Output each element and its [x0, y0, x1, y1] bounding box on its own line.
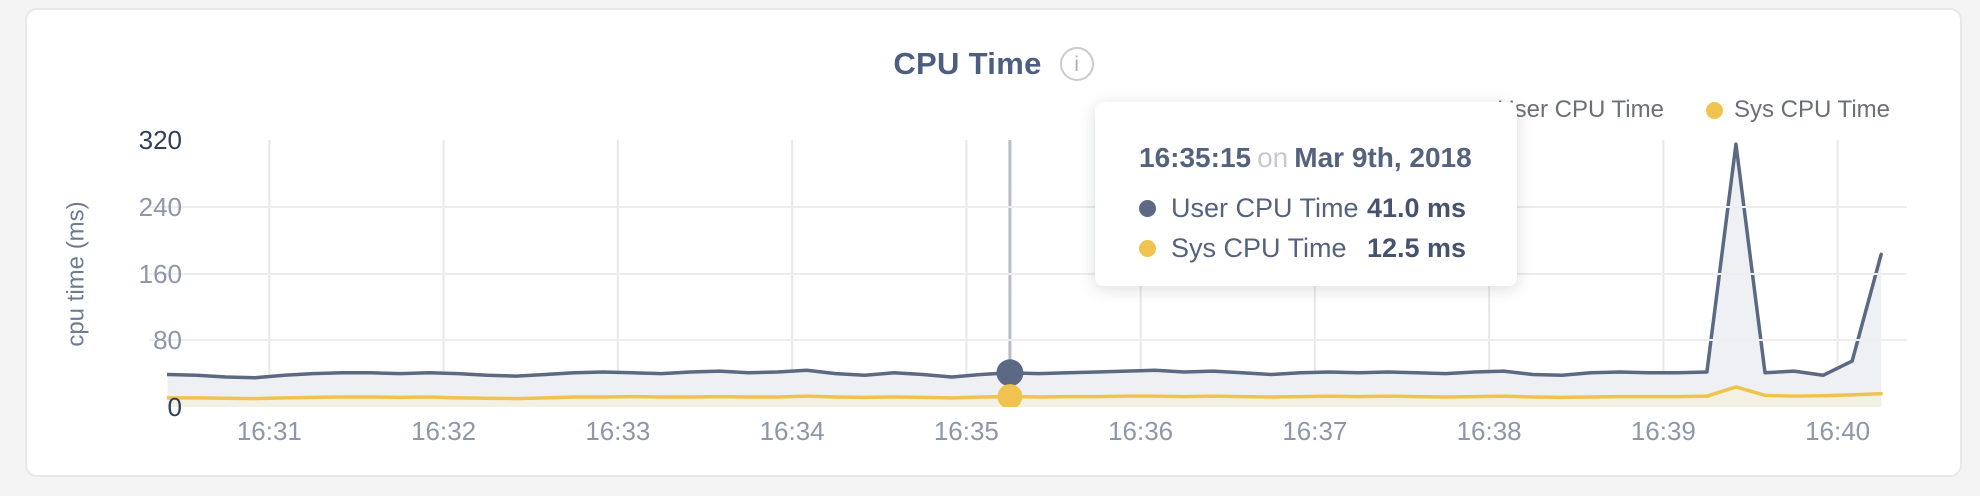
tooltip-series-label: User CPU Time [1171, 192, 1359, 223]
legend-label: Sys CPU Time [1733, 96, 1890, 123]
x-tick-label: 16:33 [585, 416, 651, 446]
legend-item-sys-cpu-time[interactable]: Sys CPU Time [1705, 96, 1890, 124]
x-tick-label: 16:40 [1805, 416, 1871, 446]
user-cpu-dot-icon [1139, 199, 1156, 217]
cpu-time-chart-canvas[interactable] [167, 140, 1907, 407]
horizontal-gridline [149, 339, 1907, 342]
y-tick-label: 80 [153, 325, 182, 356]
horizontal-gridline [149, 205, 1907, 208]
user-cpu-hover-point[interactable] [996, 359, 1024, 387]
y-tick-label: 320 [138, 125, 182, 155]
series-line [167, 385, 1883, 401]
x-tick-label: 16:39 [1630, 416, 1696, 446]
legend-label: User CPU Time [1497, 96, 1664, 123]
y-tick-label: 160 [138, 258, 182, 289]
tooltip-series-value: 12.5 ms [1367, 232, 1467, 263]
x-tick-label: 16:34 [759, 416, 825, 446]
x-tick-label: 16:35 [933, 416, 999, 446]
sys-cpu-legend-dot-icon [1705, 101, 1723, 119]
tooltip-row-sys-cpu: Sys CPU Time 12.5 ms [1139, 228, 1517, 268]
x-tick-label: 16:37 [1282, 416, 1348, 446]
tooltip-row-user-cpu: User CPU Time 41.0 ms [1139, 188, 1517, 228]
chart-legend: User CPU Time Sys CPU Time [1469, 96, 1890, 124]
x-tick-label: 16:38 [1456, 416, 1522, 446]
tooltip-series-label: Sys CPU Time [1171, 232, 1347, 263]
chart-header: CPU Time i [27, 46, 1960, 82]
chart-title: CPU Time [893, 46, 1042, 81]
hover-tooltip: 16:35:15 on Mar 9th, 2018 User CPU Time 41… [1095, 102, 1517, 286]
tooltip-series-value: 41.0 ms [1367, 192, 1467, 223]
sys-cpu-dot-icon [1139, 239, 1156, 257]
y-tick-label: 0 [167, 392, 182, 422]
horizontal-gridline [149, 272, 1907, 275]
info-icon[interactable]: i [1059, 47, 1094, 81]
tooltip-timestamp: 16:35:15 on Mar 9th, 2018 [1139, 142, 1472, 173]
chart-plot-area: cpu time (ms) 320 240 160 80 0 16:31 16:32 16:3… [27, 10, 1960, 475]
x-tick-label: 16:31 [236, 416, 302, 446]
series-area [167, 144, 1882, 407]
y-axis-title: cpu time (ms) [63, 200, 91, 347]
sys-cpu-hover-point[interactable] [997, 384, 1023, 407]
cpu-time-panel: CPU Time i User CPU Time Sys CPU Time cp… [25, 8, 1962, 477]
y-tick-label: 240 [138, 191, 182, 222]
series-line [167, 142, 1883, 380]
x-tick-label: 16:32 [411, 416, 477, 446]
x-tick-label: 16:36 [1108, 416, 1174, 446]
